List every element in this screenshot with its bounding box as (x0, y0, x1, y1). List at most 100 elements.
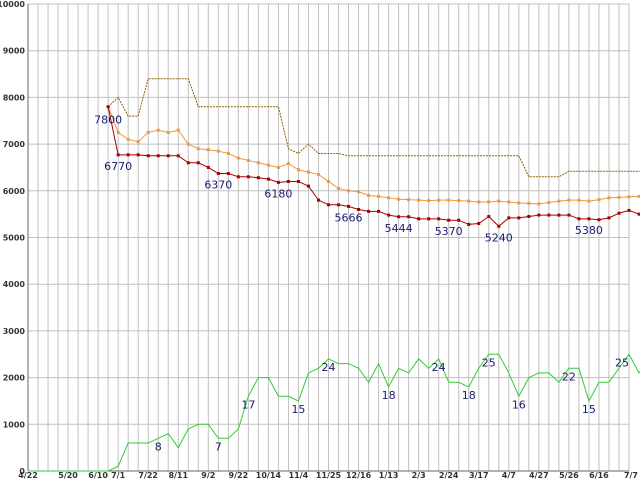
series-point-price (577, 217, 581, 221)
series-line-volume (28, 353, 640, 472)
series-point-price (517, 216, 521, 220)
x-tick-label: 4/27 (529, 471, 549, 480)
series-point-price (367, 209, 371, 213)
series-point-price (487, 214, 491, 218)
data-label-volume: 22 (562, 370, 576, 383)
series-point-moving_average (276, 165, 280, 169)
series-point-price (537, 213, 541, 217)
y-tick-label: 1000 (3, 420, 26, 429)
x-tick-label: 2/24 (439, 471, 459, 480)
series-point-price (587, 217, 591, 221)
series-point-price (327, 203, 330, 207)
data-label-volume: 17 (241, 398, 255, 411)
x-tick-label: 11/25 (316, 471, 342, 480)
series-point-moving_average (507, 200, 511, 204)
data-label-volume: 24 (322, 361, 336, 374)
data-label-price: 7800 (94, 114, 122, 127)
x-tick-label: 8/11 (168, 471, 188, 480)
series-line-moving_average (107, 106, 640, 205)
series-point-moving_average (166, 130, 170, 134)
series-point-price (316, 198, 320, 202)
series-point-moving_average (407, 198, 411, 202)
series-point-price (256, 176, 260, 180)
series-point-moving_average (226, 151, 230, 155)
data-label-price: 5240 (485, 231, 513, 244)
series-point-price (347, 204, 351, 208)
series-point-moving_average (196, 147, 200, 151)
data-label-volume: 7 (215, 440, 222, 453)
series-point-price (557, 213, 561, 217)
data-label-volume: 24 (432, 361, 446, 374)
series-point-moving_average (347, 189, 351, 193)
series-point-moving_average (306, 170, 310, 174)
chart-grid (27, 3, 630, 472)
series-point-price (146, 154, 150, 158)
series-point-moving_average (357, 190, 361, 194)
x-tick-label: 1/13 (379, 471, 399, 480)
series-point-moving_average (627, 195, 631, 199)
series-point-price (286, 179, 290, 183)
data-label-volume: 18 (382, 389, 396, 402)
x-tick-label: 6/16 (589, 471, 609, 480)
x-tick-label: 3/17 (469, 471, 489, 480)
series-point-price (407, 215, 411, 219)
series-point-price (236, 175, 240, 179)
series-point-price (637, 212, 640, 216)
data-label-volume: 25 (615, 356, 629, 369)
series-point-price (116, 153, 120, 157)
series-point-price (507, 216, 511, 220)
series-point-moving_average (397, 197, 401, 201)
series-point-moving_average (256, 161, 260, 165)
x-tick-label: 4/22 (18, 471, 38, 480)
series-point-price (337, 203, 341, 207)
series-point-moving_average (457, 199, 461, 203)
series-point-price (467, 222, 471, 226)
series-point-moving_average (236, 156, 240, 160)
series-point-moving_average (206, 148, 210, 152)
series-line-upper_band (107, 78, 640, 178)
series-point-moving_average (377, 194, 381, 198)
y-tick-label: 9000 (3, 47, 26, 56)
series-point-price (627, 208, 631, 212)
series-point-price (136, 153, 140, 157)
data-label-price: 5380 (575, 224, 603, 237)
series-point-price (306, 184, 310, 188)
series-point-moving_average (296, 168, 300, 172)
series-point-moving_average (156, 128, 160, 132)
x-axis-ticks: 4/22 5/20 6/10 7/1 7/22 8/11 9/2 9/22 10/14 11/4 1… (18, 471, 638, 480)
series-point-moving_average (176, 128, 180, 132)
series-point-price (266, 177, 270, 181)
y-tick-label: 6000 (3, 187, 26, 196)
series-point-moving_average (617, 195, 621, 199)
series-point-price (206, 165, 210, 169)
series-point-price (567, 213, 571, 217)
y-tick-label: 2000 (3, 374, 26, 383)
series-point-moving_average (517, 201, 521, 205)
data-label-price: 5370 (435, 225, 463, 238)
series-point-price (607, 216, 611, 220)
x-tick-label: 5/26 (559, 471, 579, 480)
series-point-moving_average (577, 198, 581, 202)
series-point-moving_average (116, 130, 120, 134)
series-point-price (156, 154, 160, 158)
y-tick-label: 7000 (3, 140, 26, 149)
x-tick-label: 7/22 (138, 471, 158, 480)
x-tick-label: 2/3 (412, 471, 426, 480)
series-point-moving_average (607, 196, 611, 200)
y-axis-ticks: 0 1000 2000 3000 4000 5000 6000 7000 8000 9000 100… (0, 0, 25, 476)
x-tick-label: 4/7 (502, 471, 516, 480)
series-point-moving_average (387, 196, 391, 200)
data-label-price: 6770 (104, 160, 132, 173)
data-label-volume: 15 (291, 403, 305, 416)
series-point-moving_average (136, 140, 140, 144)
series-point-price (457, 218, 461, 222)
series-point-price (447, 218, 451, 222)
data-label-volume: 8 (155, 440, 162, 453)
series-point-moving_average (216, 149, 220, 153)
series-point-price (377, 209, 381, 213)
series-point-moving_average (597, 198, 601, 202)
series-point-moving_average (316, 172, 320, 176)
x-tick-label: 10/14 (256, 471, 282, 480)
data-label-price: 5666 (335, 211, 363, 224)
